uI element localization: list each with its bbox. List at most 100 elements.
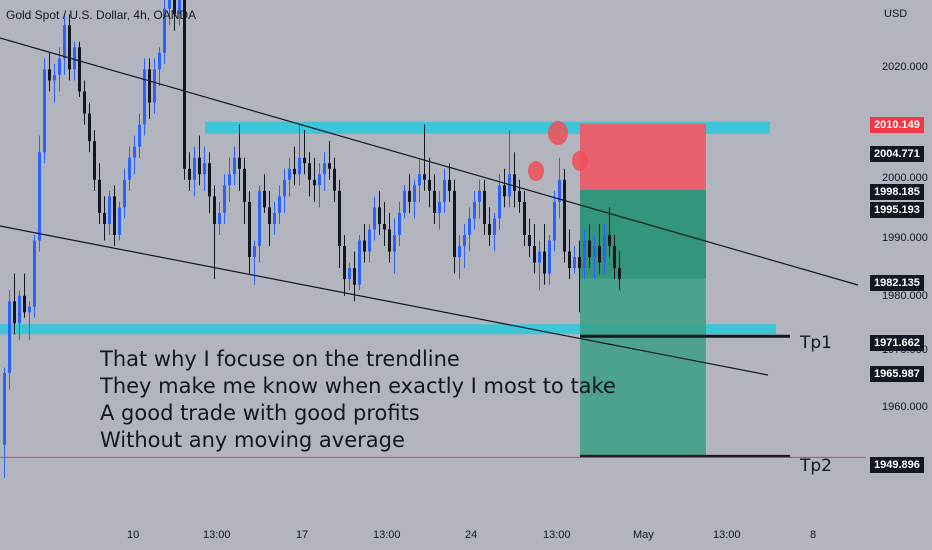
candle [3,367,6,478]
candle [223,174,226,224]
time-axis[interactable]: 10 13:00 17 13:00 24 13:00 May 13:00 8 [0,520,866,550]
candle [228,157,231,202]
time-tick: 13:00 [203,529,231,541]
candle [503,168,506,208]
candle [53,63,56,103]
rejection-marker [572,151,588,171]
candle [553,190,556,252]
candle-body [158,52,161,70]
candle-body [308,163,311,180]
candle-body [38,152,41,241]
candle-body [78,47,81,92]
candle-body [353,268,356,285]
price-tag: 1995.193 [870,202,924,218]
candle-body [373,207,376,230]
candle-body [573,257,576,269]
candle [283,168,286,213]
candle [573,246,576,274]
candle-body [318,174,321,186]
candle-body [208,163,211,197]
candle [613,235,616,280]
candle [48,52,51,92]
candle [63,14,66,75]
candle [368,223,371,263]
candle-body [18,295,21,324]
stop-loss-zone [580,123,706,190]
candle [418,157,421,202]
candle-body [568,251,571,269]
candle [153,58,156,114]
candle-body [273,212,276,224]
time-tick: 13:00 [373,529,401,541]
candle [143,58,146,136]
candle [453,179,456,274]
candle-body [8,301,11,373]
candle-body [408,190,411,202]
candle-body [433,190,436,213]
candle-body [83,91,86,114]
chart-pane[interactable]: Gold Spot / U.S. Dollar, 4h, OANDA That … [0,0,866,520]
candle [383,201,386,247]
candle-body [618,268,621,280]
candle [173,0,176,31]
candle-body [588,240,591,258]
candle [333,157,336,202]
candle-body [328,163,331,169]
time-tick: 24 [465,529,478,541]
candle-body [288,168,291,180]
candle-body [93,141,96,180]
open-profit-zone [580,189,706,279]
candle [438,190,441,230]
candle-body [98,179,101,213]
candle-body [258,190,261,247]
candle-body [23,295,26,313]
candle-body [293,168,296,175]
candle-body [73,47,76,70]
candle [18,290,21,340]
candle [423,124,426,191]
price-tick: 2020.000 [882,61,928,73]
candle-body [188,168,191,180]
candle-body [458,246,461,258]
candle [258,185,261,263]
candle-body [393,235,396,252]
candle [103,196,106,241]
candle-body [553,201,556,241]
candle [338,179,341,269]
candle-body [233,157,236,175]
candle [98,163,101,224]
candle [468,207,471,252]
candle-body [413,185,416,202]
price-axis[interactable]: USD 2020.000 2000.000 1990.000 1980.000 … [866,0,932,550]
candle-body [383,223,386,230]
candle-body [193,157,196,180]
price-tag: 2004.771 [870,146,924,162]
candle-body [513,174,516,191]
candle [288,157,291,197]
candle [138,113,141,158]
candle [88,102,91,153]
text-annotation: That why I focuse on the trendline They … [100,346,616,454]
candle-body [448,179,451,191]
candle [263,174,266,213]
candle [458,235,461,280]
time-tick: 8 [810,529,817,541]
candle [23,273,26,318]
candle-body [28,306,31,313]
chart-canvas[interactable] [0,0,866,520]
candle-body [13,301,16,324]
candle-body [468,218,471,235]
candle [488,207,491,247]
candle-body [388,229,391,252]
candle [448,163,451,202]
rejection-marker [528,161,544,181]
candle-body [103,212,106,224]
candle-body [278,196,281,213]
candle [583,229,586,280]
time-tick: 13:00 [713,529,741,541]
candle-body [598,246,601,263]
candle [248,190,251,274]
candle-body [503,185,506,197]
candle [278,185,281,224]
candle-body [333,168,336,191]
